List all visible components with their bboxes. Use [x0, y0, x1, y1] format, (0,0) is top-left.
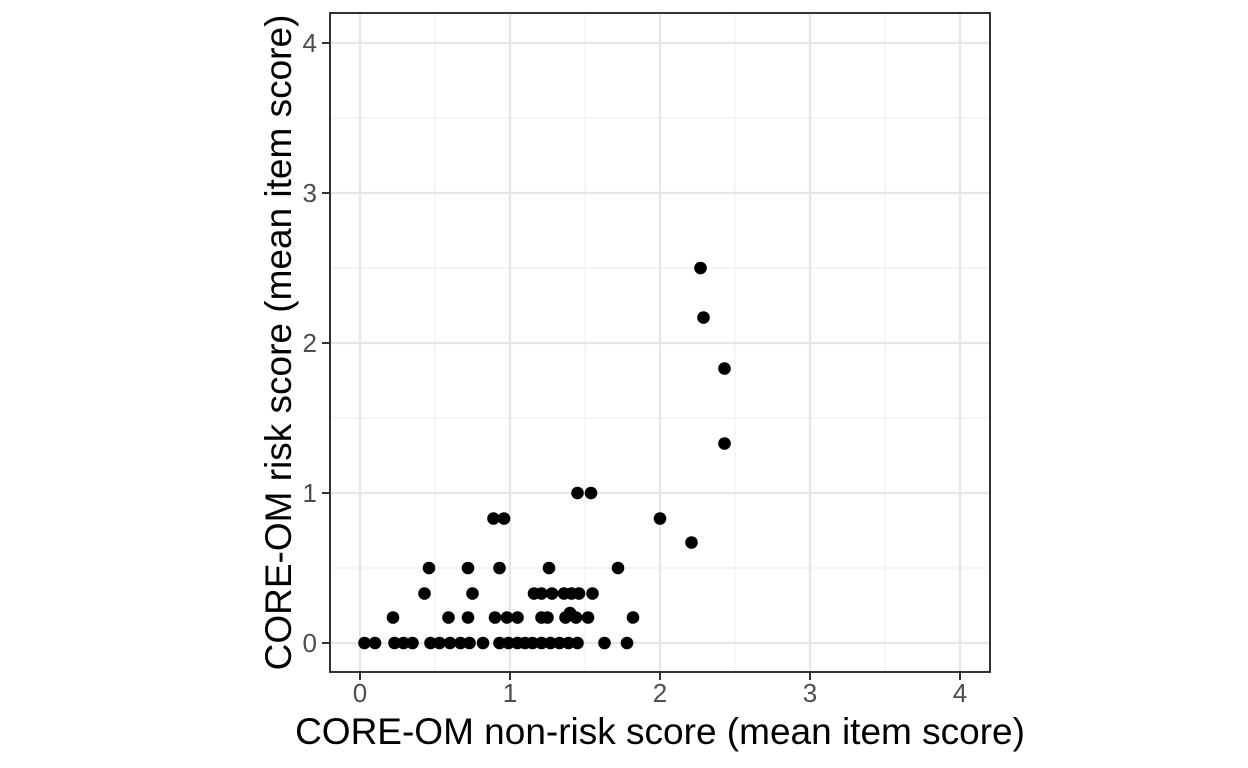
x-tick-label: 3	[803, 678, 817, 708]
x-axis-title: CORE-OM non-risk score (mean item score)	[295, 711, 1025, 752]
data-point	[535, 587, 548, 600]
data-point	[544, 636, 557, 650]
data-point	[685, 536, 698, 549]
data-point	[581, 611, 595, 624]
data-point	[541, 611, 554, 624]
y-tick-label: 1	[303, 478, 317, 508]
y-axis-title: CORE-OM risk score (mean item score)	[258, 15, 299, 671]
data-point	[572, 587, 586, 600]
data-point	[461, 561, 475, 575]
data-point	[424, 636, 437, 650]
data-point	[718, 362, 731, 375]
data-point	[586, 587, 599, 600]
data-point	[620, 636, 634, 650]
data-point	[569, 611, 583, 624]
data-point	[571, 636, 584, 650]
data-point	[598, 636, 611, 650]
data-point	[488, 611, 502, 624]
data-point	[463, 636, 476, 650]
data-point	[694, 261, 707, 275]
y-tick-label: 4	[303, 28, 317, 58]
data-point	[388, 636, 401, 650]
data-point	[584, 486, 598, 500]
data-point	[497, 512, 511, 525]
data-point	[526, 636, 539, 650]
data-point	[535, 636, 548, 650]
data-point	[545, 587, 559, 600]
data-point	[418, 587, 431, 600]
data-point	[559, 611, 572, 624]
data-point	[476, 636, 490, 650]
x-tick-label: 1	[503, 678, 517, 708]
y-tick-label: 0	[303, 628, 317, 658]
data-point	[493, 636, 506, 650]
data-point	[718, 437, 731, 450]
data-point	[571, 486, 584, 500]
data-point	[368, 636, 382, 650]
data-point	[562, 636, 575, 650]
axis-tick-marks	[322, 42, 961, 680]
data-point	[502, 636, 515, 650]
data-point	[511, 611, 524, 624]
data-point	[626, 611, 640, 624]
data-point	[454, 636, 467, 650]
x-tick-label: 0	[353, 678, 367, 708]
y-tick-label: 2	[303, 328, 317, 358]
data-point	[653, 512, 667, 525]
data-point	[443, 636, 457, 650]
data-point	[422, 561, 436, 575]
data-point	[542, 561, 556, 575]
grid-major-lines	[330, 13, 990, 672]
data-point	[397, 636, 410, 650]
data-point	[386, 611, 400, 624]
data-point	[487, 512, 500, 525]
data-point	[406, 636, 419, 650]
data-points	[358, 261, 731, 650]
data-point	[461, 611, 475, 624]
axis-tick-labels: 0 1 2 3 4 0 1 2 3 4	[303, 28, 968, 708]
x-tick-label: 2	[653, 678, 667, 708]
data-point	[433, 636, 446, 650]
data-point	[466, 587, 479, 600]
data-point	[442, 611, 455, 624]
data-point	[358, 636, 371, 650]
y-tick-label: 3	[303, 178, 317, 208]
data-point	[493, 561, 506, 575]
data-point	[553, 636, 566, 650]
x-tick-label: 4	[953, 678, 967, 708]
data-point	[697, 311, 710, 324]
data-point	[500, 611, 514, 624]
data-point	[611, 561, 625, 575]
